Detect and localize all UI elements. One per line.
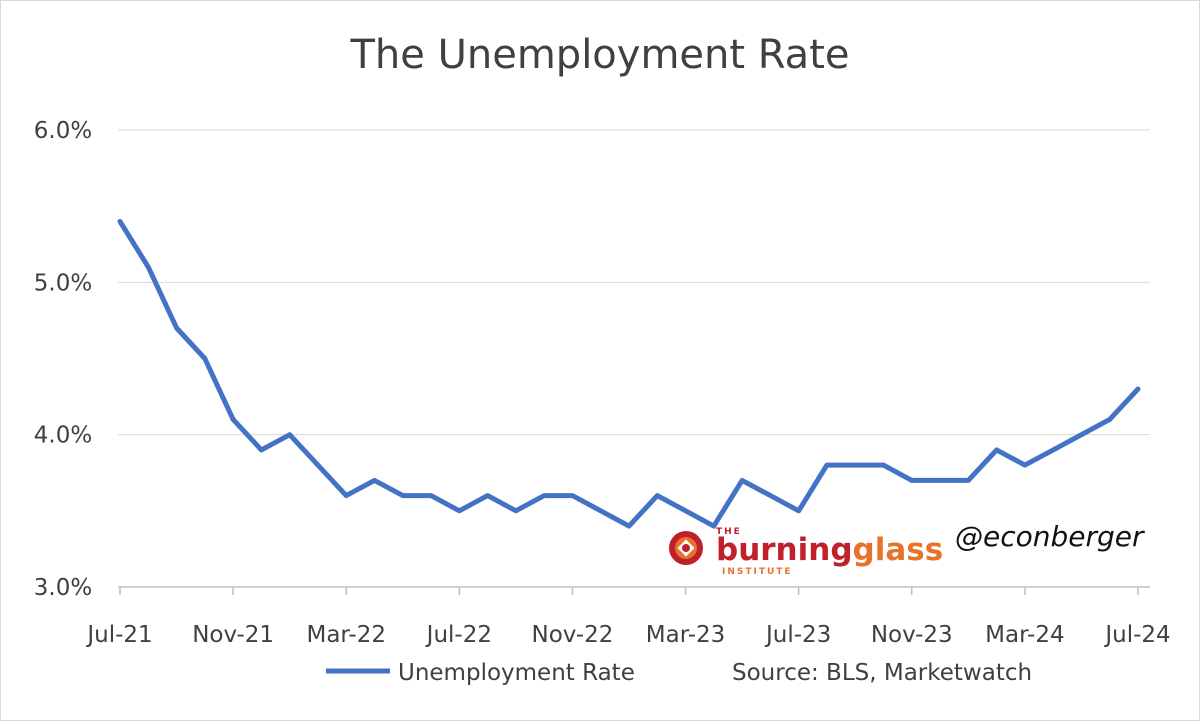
x-tick-label: Mar-22 <box>306 622 386 648</box>
x-tick-label: Nov-21 <box>192 622 274 648</box>
x-tick-label: Jul-24 <box>1103 622 1170 648</box>
x-tick-label: Mar-24 <box>985 622 1065 648</box>
series-layer <box>117 218 1141 529</box>
logo-the-text: THE <box>716 527 742 537</box>
y-axis-tick-labels: 3.0% 4.0% 5.0% 6.0% <box>34 118 92 601</box>
x-tick-label: Nov-23 <box>871 622 953 648</box>
series-line <box>117 218 1141 529</box>
logo-burning-text: burning <box>716 532 853 568</box>
x-axis <box>119 587 1139 595</box>
x-tick-label: Jul-22 <box>425 622 492 648</box>
source-note: Source: BLS, Marketwatch <box>732 660 1032 686</box>
author-handle: @econberger <box>955 520 1145 553</box>
x-axis-tick-labels: Jul-21 Nov-21 Mar-22 Jul-22 Nov-22 Mar-23 Jul-… <box>85 622 1170 648</box>
x-tick-label: Nov-22 <box>532 622 614 648</box>
sun-icon <box>669 531 703 565</box>
logo-glass-text: glass <box>853 532 944 568</box>
legend-label: Unemployment Rate <box>398 660 635 686</box>
logo-word-burning: burningglass <box>716 532 943 568</box>
x-tick-label: Mar-23 <box>646 622 726 648</box>
logo-institute-text: INSTITUTE <box>722 567 793 577</box>
y-tick-label: 5.0% <box>34 270 92 296</box>
chart-title: The Unemployment Rate <box>350 32 850 78</box>
burning-glass-institute-logo: THE burningglass INSTITUTE <box>669 527 943 577</box>
legend: Unemployment Rate Source: BLS, Marketwat… <box>326 660 1032 686</box>
y-tick-label: 4.0% <box>34 423 92 449</box>
x-tick-label: Jul-21 <box>85 622 152 648</box>
y-tick-label: 6.0% <box>34 118 92 144</box>
x-tick-label: Jul-23 <box>764 622 831 648</box>
y-tick-label: 3.0% <box>34 575 92 601</box>
